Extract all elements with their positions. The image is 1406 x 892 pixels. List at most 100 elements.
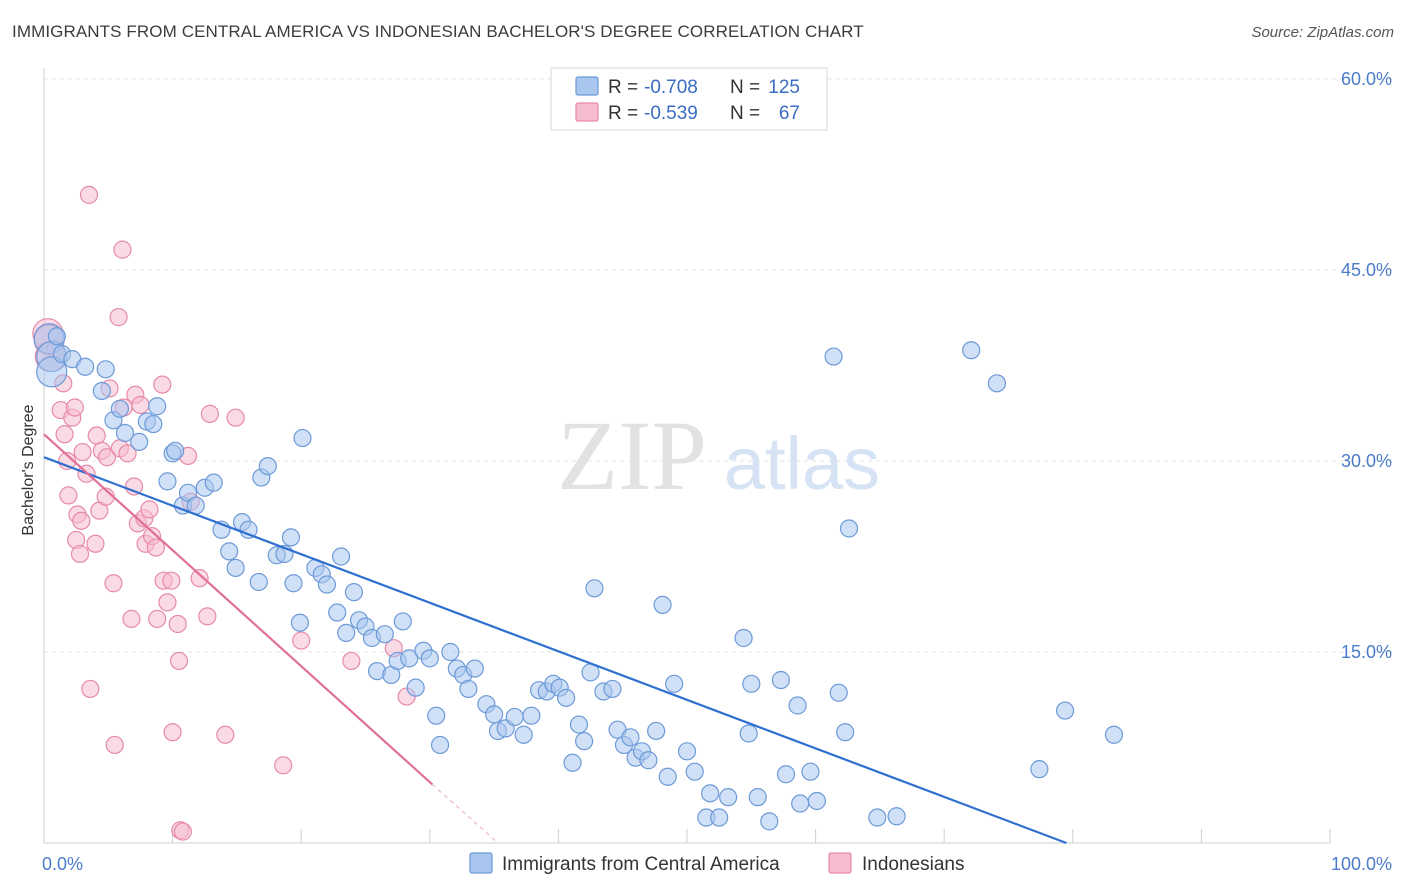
indonesians-point xyxy=(173,822,192,841)
legend-r-label-2: R = xyxy=(608,103,638,124)
indonesians-point xyxy=(162,571,181,590)
central-america-point xyxy=(406,678,425,697)
central-america-point xyxy=(685,762,704,781)
watermark: ZIP atlas xyxy=(557,400,880,511)
central-america-point xyxy=(807,791,826,811)
central-america-point xyxy=(331,547,351,566)
bottom-legend-swatch-pink xyxy=(828,852,852,874)
central-america-point xyxy=(776,765,796,784)
legend-r-value-2: -0.539 xyxy=(644,103,698,124)
central-america-point xyxy=(47,327,66,346)
central-america-point xyxy=(204,473,223,492)
indonesians-point xyxy=(292,631,311,650)
central-america-point xyxy=(317,575,337,594)
central-america-point xyxy=(36,356,68,388)
indonesians-point xyxy=(113,240,132,259)
y-tick-label: 30.0% xyxy=(1341,451,1392,471)
indonesians-point xyxy=(55,425,74,444)
central-america-point xyxy=(836,723,855,742)
central-america-point xyxy=(653,595,672,614)
central-america-point xyxy=(791,794,810,813)
central-america-point xyxy=(505,707,524,727)
axes xyxy=(43,68,1331,844)
central-america-point xyxy=(284,574,303,593)
trend-lines xyxy=(43,433,1067,845)
central-america-point xyxy=(585,579,604,598)
central-america-point xyxy=(734,628,753,648)
central-america-point xyxy=(962,341,981,360)
y-tick-label: 45.0% xyxy=(1341,260,1392,280)
legend-r-label-1: R = xyxy=(608,77,638,98)
indonesians-point xyxy=(148,609,167,628)
central-america-point xyxy=(290,613,310,632)
central-america-point xyxy=(514,725,533,744)
central-america-point xyxy=(522,706,541,725)
indonesians-point xyxy=(87,426,106,445)
central-america-point xyxy=(158,472,177,491)
central-america-point xyxy=(344,583,364,602)
indonesians-point xyxy=(97,448,117,467)
central-america-point xyxy=(258,456,277,476)
central-america-point xyxy=(719,788,738,807)
indonesians-point xyxy=(168,614,187,634)
central-america-point xyxy=(748,788,767,807)
central-america-point xyxy=(788,696,807,715)
central-america-point xyxy=(824,347,843,366)
central-america-point xyxy=(92,381,111,401)
indonesians-point xyxy=(59,486,78,505)
central-america-point xyxy=(1104,725,1124,744)
central-america-point xyxy=(96,360,115,379)
central-america-point xyxy=(701,784,720,803)
legend-n-label-1: N = xyxy=(730,77,760,98)
central-america-point xyxy=(441,642,460,662)
y-tick-label: 60.0% xyxy=(1341,69,1392,89)
central-america-point xyxy=(427,706,446,725)
central-america-point xyxy=(281,528,301,547)
central-america-point xyxy=(485,705,504,724)
legend-swatch-pink xyxy=(575,102,599,122)
central-america-point xyxy=(563,753,582,772)
trend-line-indonesians-extension xyxy=(431,783,499,844)
central-america-points xyxy=(33,323,1124,831)
watermark-zip: ZIP xyxy=(557,400,707,511)
source-label: Source: ZipAtlas.com xyxy=(1251,24,1394,41)
central-america-point xyxy=(677,742,697,761)
central-america-point xyxy=(226,558,245,578)
chart-title: IMMIGRANTS FROM CENTRAL AMERICA VS INDON… xyxy=(12,22,864,41)
indonesians-point xyxy=(146,538,165,557)
legend-r-value-1: -0.708 xyxy=(644,77,698,98)
legend-n-label-2: N = xyxy=(730,103,760,124)
central-america-point xyxy=(771,670,790,690)
central-america-point xyxy=(665,674,684,693)
central-america-point xyxy=(144,414,163,434)
central-america-point xyxy=(603,679,622,699)
indonesians-point xyxy=(122,609,141,628)
indonesians-point xyxy=(190,569,209,588)
central-america-point xyxy=(110,399,129,418)
indonesians-point xyxy=(73,442,92,462)
indonesians-point xyxy=(86,534,105,553)
indonesians-point xyxy=(72,511,91,530)
central-america-point xyxy=(293,428,312,448)
central-america-point xyxy=(375,625,394,644)
legend-n-value-1: 125 xyxy=(768,77,800,98)
series-legend: Immigrants from Central America Indonesi… xyxy=(469,852,964,875)
central-america-point xyxy=(249,572,268,592)
indonesians-point xyxy=(81,679,100,699)
indonesians-point xyxy=(153,375,172,394)
indonesians-points xyxy=(32,185,416,841)
central-america-point xyxy=(887,807,906,826)
central-america-point xyxy=(130,432,149,451)
central-america-point xyxy=(465,659,484,678)
trend-line-indonesians xyxy=(43,433,434,786)
central-america-point xyxy=(987,374,1007,393)
indonesians-point xyxy=(140,500,159,519)
central-america-point xyxy=(658,767,677,786)
y-tick-label: 15.0% xyxy=(1341,642,1392,662)
central-america-point xyxy=(420,649,439,668)
indonesians-point xyxy=(70,544,90,564)
indonesians-point xyxy=(216,725,235,744)
x-tick-label-max: 100.0% xyxy=(1331,854,1392,874)
central-america-point xyxy=(430,735,450,755)
